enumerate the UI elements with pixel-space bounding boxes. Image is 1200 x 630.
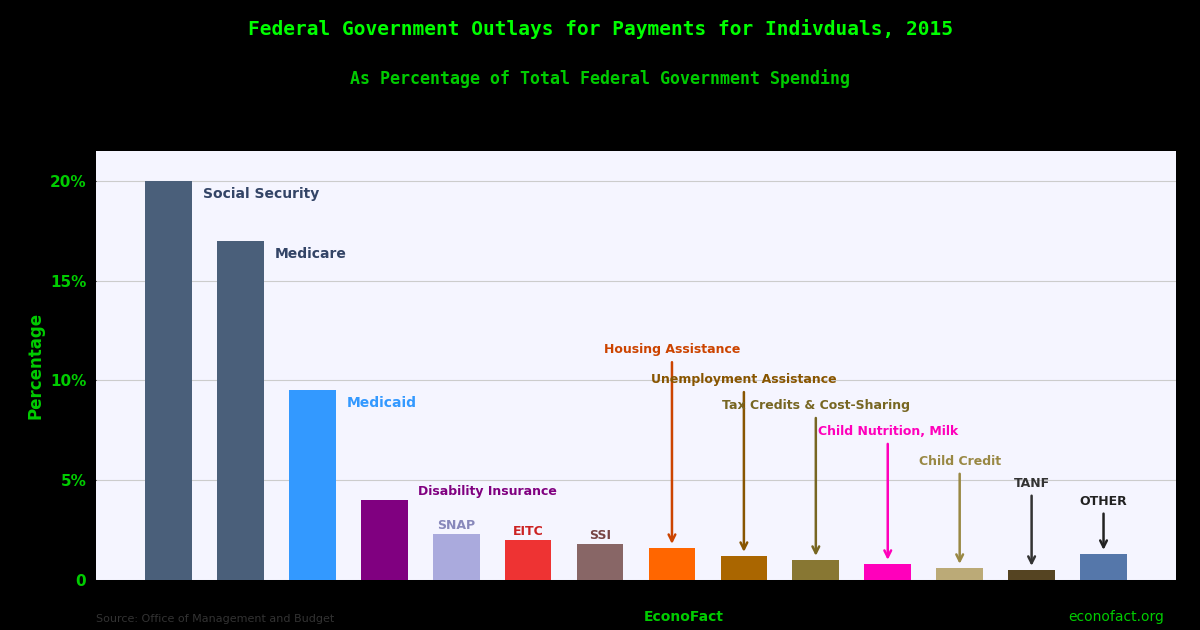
Bar: [1080, 554, 1127, 580]
Text: econofact.org: econofact.org: [1068, 610, 1164, 624]
Bar: [577, 544, 624, 580]
Bar: [505, 540, 552, 580]
Bar: [289, 391, 336, 580]
Text: Housing Assistance: Housing Assistance: [604, 343, 740, 357]
Text: Social Security: Social Security: [203, 187, 319, 201]
Bar: [217, 241, 264, 580]
Text: Child Credit: Child Credit: [919, 455, 1001, 468]
Bar: [361, 500, 408, 580]
Text: TANF: TANF: [1014, 477, 1050, 490]
Text: Unemployment Assistance: Unemployment Assistance: [652, 374, 836, 386]
Text: EITC: EITC: [512, 525, 544, 538]
Text: OTHER: OTHER: [1080, 495, 1128, 508]
Bar: [792, 559, 839, 580]
Text: Federal Government Outlays for Payments for Indivduals, 2015: Federal Government Outlays for Payments …: [247, 19, 953, 39]
Text: Disability Insurance: Disability Insurance: [419, 485, 557, 498]
Text: SSI: SSI: [589, 529, 611, 542]
Text: Source: Office of Management and Budget: Source: Office of Management and Budget: [96, 614, 335, 624]
Text: Medicaid: Medicaid: [347, 396, 416, 410]
Text: SNAP: SNAP: [437, 518, 475, 532]
Bar: [936, 568, 983, 580]
Text: Medicare: Medicare: [275, 247, 347, 261]
Text: EconoFact: EconoFact: [644, 610, 724, 624]
Bar: [145, 181, 192, 580]
Bar: [1008, 570, 1055, 580]
Bar: [648, 547, 695, 580]
Text: Tax Credits & Cost-Sharing: Tax Credits & Cost-Sharing: [722, 399, 910, 412]
Bar: [433, 534, 480, 580]
Text: Child Nutrition, Milk: Child Nutrition, Milk: [817, 425, 958, 438]
Y-axis label: Percentage: Percentage: [26, 312, 44, 419]
Text: As Percentage of Total Federal Government Spending: As Percentage of Total Federal Governmen…: [350, 69, 850, 88]
Bar: [864, 564, 911, 580]
Bar: [720, 556, 767, 580]
